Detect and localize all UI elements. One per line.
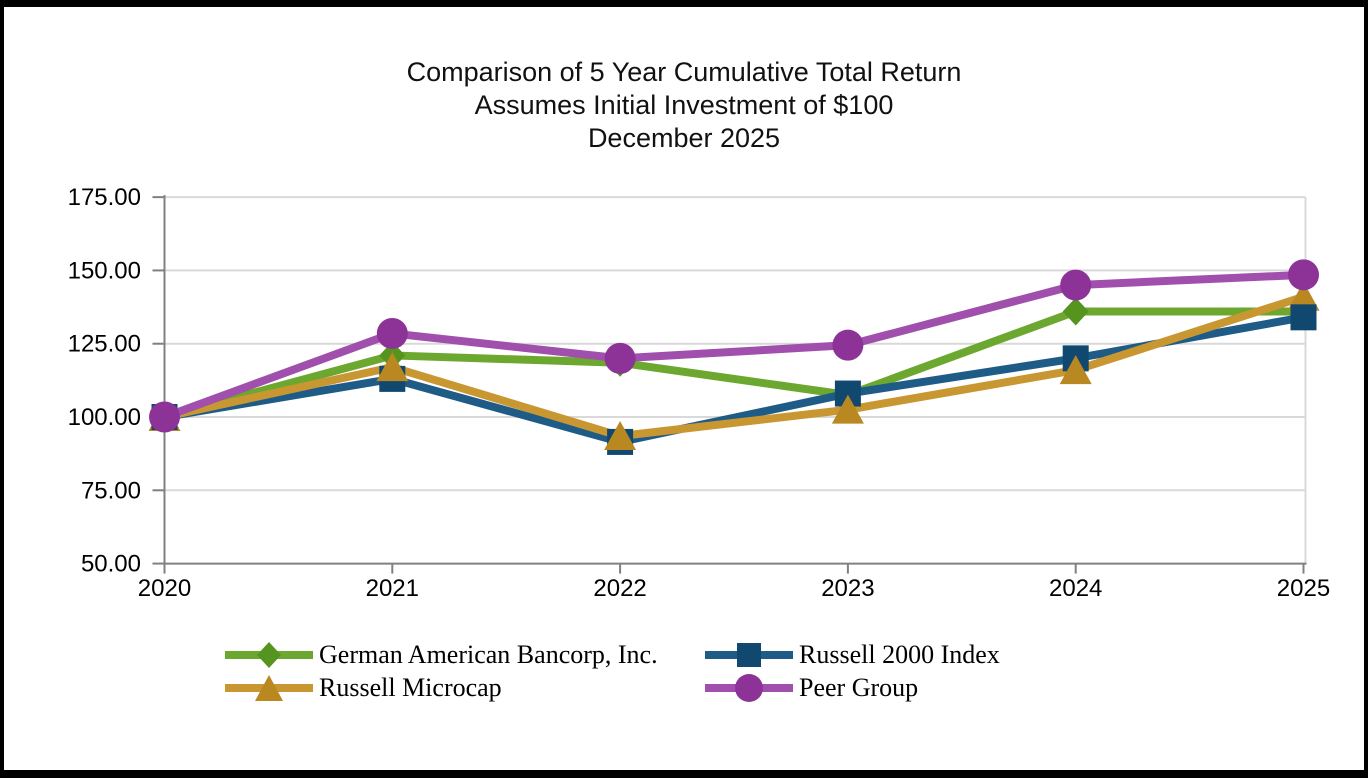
- legend-item-german-american-bancorp: German American Bancorp, Inc.: [225, 638, 705, 671]
- legend-item-russell-microcap: Russell Microcap: [225, 671, 705, 704]
- x-axis-tick-label: 2023: [821, 575, 874, 602]
- x-axis-tick-label: 2024: [1049, 575, 1102, 602]
- y-axis-tick-label: 125.00: [68, 331, 141, 358]
- russell-microcap-triangle-marker-icon: [225, 674, 313, 701]
- y-axis-tick-label: 50.00: [81, 551, 141, 578]
- legend-label-peer-group: Peer Group: [799, 672, 919, 702]
- legend-item-russell-2000-index: Russell 2000 Index: [705, 638, 1000, 671]
- x-axis-tick-label: 2025: [1277, 575, 1330, 602]
- peer-group-circle-marker-icon: [705, 673, 793, 702]
- x-axis-tick-label: 2022: [593, 575, 646, 602]
- legend-label-russell-2000-index: Russell 2000 Index: [799, 639, 1000, 669]
- legend-item-peer-group: Peer Group: [705, 671, 1000, 704]
- legend-label-german-american-bancorp: German American Bancorp, Inc.: [319, 639, 658, 669]
- y-axis-tick-label: 150.00: [68, 257, 141, 284]
- chart-title: Comparison of 5 Year Cumulative Total Re…: [0, 56, 1368, 155]
- chart-title-line-2: Assumes Initial Investment of $100: [474, 90, 894, 120]
- chart-legend: German American Bancorp, Inc. Russell 20…: [225, 638, 1000, 704]
- y-axis-tick-label: 100.00: [68, 404, 141, 431]
- chart-title-line-3: December 2025: [587, 123, 781, 153]
- x-axis-tick-label: 2020: [138, 575, 191, 602]
- russell-2000-square-marker-icon: [705, 642, 793, 667]
- legend-label-russell-microcap: Russell Microcap: [319, 672, 502, 702]
- y-axis-tick-label: 75.00: [81, 477, 141, 504]
- chart-title-line-1: Comparison of 5 Year Cumulative Total Re…: [406, 57, 962, 87]
- y-axis-tick-label: 175.00: [68, 184, 141, 211]
- x-axis-tick-label: 2021: [366, 575, 419, 602]
- german-american-bancorp-diamond-marker-icon: [225, 641, 313, 668]
